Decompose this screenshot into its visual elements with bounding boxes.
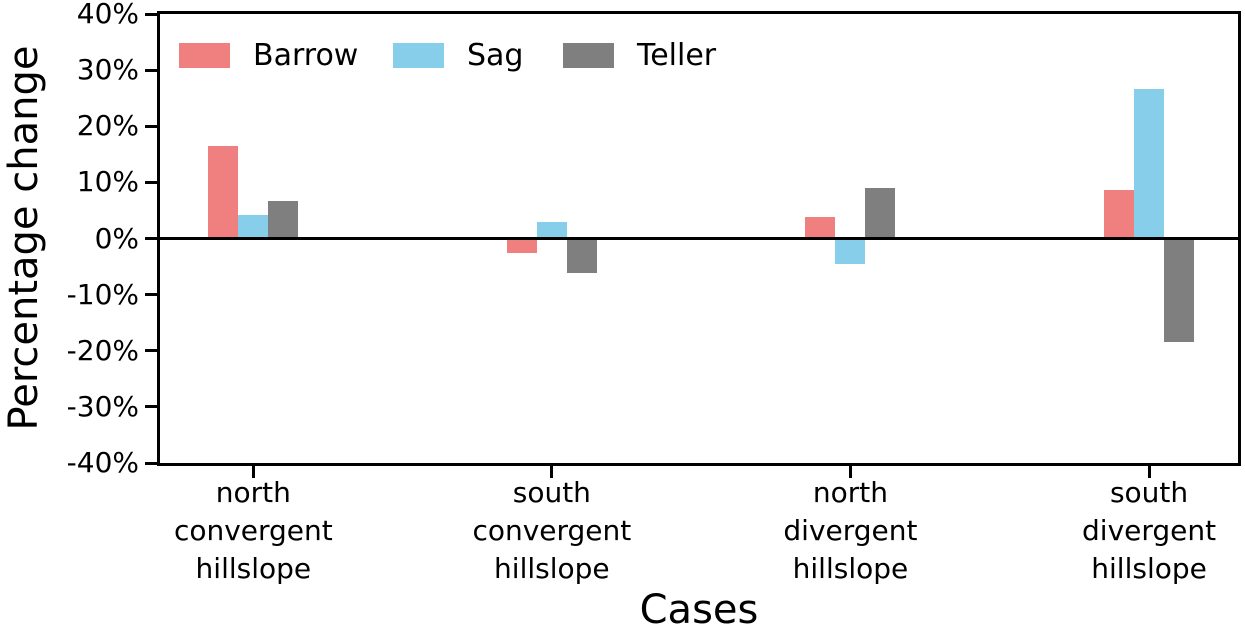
y-axis-tick (145, 180, 157, 184)
bar-teller-2 (865, 187, 896, 239)
bar-barrow-1 (506, 238, 537, 254)
bar-barrow-0 (208, 145, 239, 239)
category-label-line: divergent (783, 514, 918, 547)
category-label-line: hillslope (195, 552, 312, 585)
bar-barrow-3 (1104, 190, 1135, 239)
legend-swatch-barrow (179, 43, 230, 68)
y-axis-tick (145, 68, 157, 72)
category-label-line: hillslope (1091, 552, 1207, 585)
bar-sag-3 (1134, 89, 1165, 239)
x-axis-tick (848, 466, 852, 478)
bar-sag-0 (238, 214, 269, 239)
category-label-line: divergent (1082, 514, 1217, 547)
x-axis-category-label: north convergent hillslope (103, 474, 403, 588)
x-axis-label: Cases (639, 587, 759, 633)
legend-item-barrow: Barrow (179, 37, 359, 73)
category-label-line: north (812, 476, 889, 509)
y-axis-tick (145, 461, 157, 465)
plot-area: 40% 30% 20% 10% 0% -10% -20% -30% -40% (67, 0, 1241, 479)
x-axis-tick (251, 466, 255, 478)
y-axis-tick (145, 293, 157, 297)
legend-label-barrow: Barrow (253, 37, 359, 73)
category-label-line: convergent (472, 514, 632, 547)
x-axis-category-label: south convergent hillslope (402, 474, 702, 588)
x-axis-category-label: north divergent hillslope (700, 474, 1000, 588)
category-label-line: south (1109, 476, 1189, 509)
y-axis-tick-label: -40% (66, 446, 139, 479)
y-axis-tick-label: -10% (66, 277, 139, 311)
legend-swatch-teller (563, 43, 614, 68)
bar-teller-1 (566, 238, 597, 273)
y-axis-tick (145, 124, 157, 128)
y-axis-tick-label: -30% (66, 389, 139, 423)
y-axis-tick (145, 237, 157, 240)
category-label-line: south (512, 476, 591, 509)
y-axis-tick-label: 10% (76, 165, 139, 199)
bar-sag-1 (536, 221, 567, 239)
legend-label-teller: Teller (637, 37, 717, 73)
legend-label-sag: Sag (467, 37, 524, 73)
zero-baseline (160, 237, 1238, 240)
category-label-line: convergent (173, 514, 333, 547)
category-label-line: hillslope (792, 552, 909, 585)
y-axis-tick-label: 30% (76, 53, 139, 87)
y-axis-tick (145, 349, 157, 353)
y-axis-tick-label: 40% (76, 0, 139, 30)
y-axis-tick-label: -20% (66, 333, 139, 367)
y-axis-tick-label: 20% (76, 109, 139, 143)
bar-sag-2 (835, 238, 866, 265)
legend-swatch-sag (393, 43, 444, 68)
x-axis-tick (550, 466, 554, 478)
y-axis-tick (145, 405, 157, 409)
x-axis-category-label: south divergent hillslope (999, 474, 1245, 588)
y-axis-tick (145, 12, 157, 16)
y-axis-tick-label: 0% (94, 221, 139, 255)
legend-item-teller: Teller (563, 37, 717, 73)
bar-teller-3 (1164, 238, 1195, 342)
category-label-line: north (215, 476, 291, 509)
bar-barrow-2 (805, 217, 836, 239)
x-axis-tick (1147, 466, 1151, 478)
category-label-line: hillslope (494, 552, 610, 585)
bar-teller-0 (268, 201, 299, 239)
legend-item-sag: Sag (393, 37, 524, 73)
